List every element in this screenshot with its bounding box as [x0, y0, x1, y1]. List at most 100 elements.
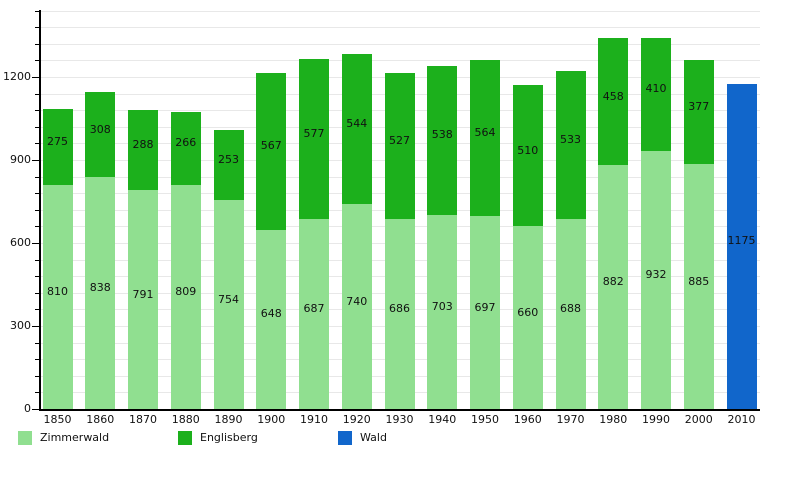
bar-value-label: 253 [218, 153, 239, 167]
bar-value-label: 809 [175, 285, 197, 299]
x-axis-label: 1950 [471, 413, 499, 426]
x-axis-label: 1880 [171, 413, 200, 426]
wald-swatch-icon [338, 431, 352, 445]
legend-label-zimmerwald: Zimmerwald [40, 431, 110, 444]
x-axis-label: 2010 [727, 413, 756, 426]
bar-segment-zimmerwald [213, 200, 244, 409]
bar-value-label: 308 [89, 122, 111, 136]
bar-segment-zimmerwald [555, 218, 586, 409]
chart-legend: Zimmerwald Englisberg Wald [0, 430, 795, 446]
y-axis-label: 0 [24, 402, 31, 415]
y-axis-minor-tick [35, 226, 39, 228]
zimmerwald-swatch-icon [18, 431, 32, 445]
bar-value-label: 810 [47, 284, 68, 298]
bar-segment-zimmerwald [341, 204, 372, 409]
bar-segment-englisberg [42, 108, 73, 185]
bar-segment-zimmerwald [641, 151, 671, 409]
bar-value-label: 538 [431, 128, 453, 142]
y-axis-minor-tick [35, 359, 39, 361]
bar-value-label: 1175 [727, 234, 756, 248]
y-axis-line [39, 10, 41, 411]
bar-value-label: 754 [218, 292, 239, 306]
y-axis-minor-tick [35, 375, 39, 377]
bar-segment-englisberg [128, 110, 158, 191]
y-axis-minor-tick [35, 27, 39, 29]
bar-segment-englisberg [555, 71, 586, 219]
bar-segment-zimmerwald [512, 226, 543, 409]
y-axis-label: 600 [10, 236, 31, 249]
gridline [41, 27, 760, 29]
bar-value-label: 838 [89, 281, 111, 295]
legend-label-wald: Wald [360, 431, 387, 444]
x-axis-label: 1990 [642, 413, 670, 426]
bar-value-label: 564 [474, 126, 496, 140]
y-axis-major-tick [32, 243, 39, 244]
bar-value-label: 533 [560, 132, 581, 146]
bar-value-label: 686 [389, 302, 410, 316]
bar-value-label: 458 [602, 89, 624, 103]
y-axis-minor-tick [35, 292, 39, 294]
x-axis-label: 1930 [385, 413, 414, 426]
bar-value-label: 740 [346, 294, 368, 308]
x-axis-label: 1940 [428, 413, 457, 426]
x-axis-label: 1910 [300, 413, 328, 426]
gridline [41, 10, 760, 12]
y-axis-minor-tick [35, 259, 39, 261]
y-axis-minor-tick [35, 110, 39, 112]
y-axis-minor-tick [35, 276, 39, 278]
y-axis-major-tick [32, 160, 39, 161]
y-axis-minor-tick [35, 143, 39, 145]
bar-value-label: 687 [303, 301, 325, 315]
y-axis-minor-tick [35, 342, 39, 344]
bar-value-label: 510 [517, 143, 539, 157]
gridline [41, 43, 760, 45]
y-axis-minor-tick [35, 193, 39, 195]
bar-value-label: 544 [346, 117, 368, 130]
bar-segment-zimmerwald [85, 177, 116, 409]
bar-segment-englisberg [598, 38, 629, 165]
bar-value-label: 660 [517, 305, 539, 319]
legend-label-englisberg: Englisberg [200, 431, 258, 444]
bar-value-label: 688 [560, 301, 581, 315]
bar-segment-englisberg [427, 65, 458, 215]
bar-value-label: 882 [602, 274, 624, 288]
y-axis-minor-tick [35, 43, 39, 45]
bar-segment-englisberg [170, 111, 201, 186]
y-axis-minor-tick [35, 392, 39, 394]
bar-segment-zimmerwald [42, 184, 73, 409]
englisberg-swatch-icon [178, 431, 192, 445]
bar-value-label: 791 [132, 287, 154, 301]
bar-value-label: 527 [389, 134, 410, 148]
bar-value-label: 932 [645, 268, 667, 282]
bar-segment-zimmerwald [384, 219, 415, 409]
bar-value-label: 377 [688, 99, 710, 113]
bar-value-label: 648 [260, 307, 282, 321]
x-axis-label: 1970 [556, 413, 585, 426]
bar-segment-wald [726, 83, 757, 409]
bar-segment-englisberg [299, 59, 329, 219]
bar-segment-englisberg [85, 91, 116, 178]
bar-segment-zimmerwald [128, 190, 158, 409]
x-axis-label: 1860 [86, 413, 115, 426]
bar-segment-englisberg [470, 60, 500, 217]
y-axis-minor-tick [35, 126, 39, 128]
y-axis-minor-tick [35, 176, 39, 178]
bar-segment-englisberg [341, 53, 372, 205]
bar-value-label: 697 [474, 300, 496, 314]
bar-segment-englisberg [641, 37, 671, 152]
bar-segment-englisberg [683, 59, 714, 165]
x-axis-label: 1870 [129, 413, 157, 426]
x-axis-label: 1900 [257, 413, 286, 426]
y-axis-label: 1200 [3, 70, 31, 83]
x-axis-label: 1920 [342, 413, 371, 426]
bar-value-label: 288 [132, 138, 154, 152]
y-axis-minor-tick [35, 10, 39, 12]
y-axis-major-tick [32, 326, 39, 327]
bar-value-label: 567 [260, 139, 282, 153]
y-axis-minor-tick [35, 309, 39, 311]
bar-value-label: 275 [47, 134, 68, 148]
bar-value-label: 577 [303, 127, 325, 141]
bar-segment-zimmerwald [256, 229, 287, 409]
y-axis-major-tick [32, 409, 39, 410]
